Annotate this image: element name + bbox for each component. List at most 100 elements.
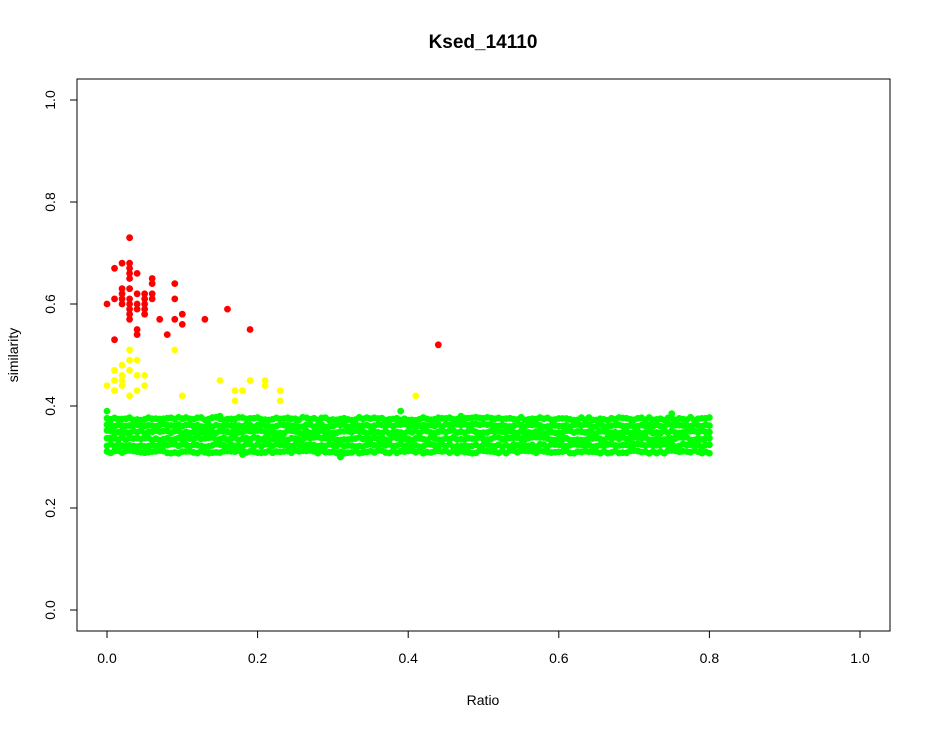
data-points xyxy=(103,234,713,461)
data-point-green xyxy=(706,414,713,421)
x-tick-label: 0.0 xyxy=(97,650,117,666)
data-point-red xyxy=(126,315,133,323)
data-point-red xyxy=(126,234,133,242)
data-point-red xyxy=(148,275,156,282)
data-point-yellow xyxy=(111,387,118,395)
data-point-red xyxy=(118,290,126,298)
data-point-green xyxy=(706,428,713,436)
data-point-red xyxy=(126,264,133,272)
data-point-red xyxy=(118,259,126,267)
data-point-red xyxy=(178,310,186,318)
data-point-red xyxy=(133,305,141,313)
data-point-green xyxy=(706,441,713,449)
data-point-yellow xyxy=(118,372,126,379)
data-point-green xyxy=(706,422,713,430)
data-point-red xyxy=(126,305,133,313)
data-point-red xyxy=(103,300,111,308)
data-point-yellow xyxy=(178,392,186,400)
data-point-green xyxy=(239,451,246,458)
data-point-yellow xyxy=(111,377,118,384)
data-point-red xyxy=(126,295,133,303)
data-point-yellow xyxy=(118,361,126,369)
data-point-yellow xyxy=(216,377,224,384)
data-point-red xyxy=(201,315,209,323)
data-point-red xyxy=(126,285,133,293)
data-point-red xyxy=(133,270,141,277)
data-point-red xyxy=(133,300,141,308)
data-point-red xyxy=(126,259,133,267)
data-point-yellow xyxy=(133,372,141,379)
data-point-yellow xyxy=(126,346,133,354)
data-point-yellow xyxy=(126,366,133,374)
data-point-yellow xyxy=(261,377,269,384)
data-point-red xyxy=(163,331,171,338)
data-point-green xyxy=(706,449,713,457)
data-point-red xyxy=(224,305,231,313)
data-point-red xyxy=(141,305,149,313)
y-tick-label: 0.2 xyxy=(42,498,58,518)
data-point-red xyxy=(126,270,133,277)
data-point-red xyxy=(171,295,179,303)
data-point-yellow xyxy=(246,377,254,384)
data-point-green xyxy=(397,407,405,415)
data-point-red xyxy=(133,290,141,298)
data-point-red xyxy=(118,295,126,303)
data-point-yellow xyxy=(133,356,141,364)
x-axis-label: Ratio xyxy=(467,692,500,708)
x-tick-label: 0.8 xyxy=(700,650,720,666)
data-point-green xyxy=(706,434,713,442)
data-point-red xyxy=(148,290,156,298)
chart-title: Ksed_14110 xyxy=(429,32,538,53)
data-point-red xyxy=(141,300,149,308)
data-point-red xyxy=(126,300,133,308)
data-point-red xyxy=(111,295,118,303)
data-point-red xyxy=(118,285,126,293)
data-point-yellow xyxy=(103,382,111,389)
data-point-yellow xyxy=(118,377,126,384)
data-point-red xyxy=(126,275,133,282)
x-tick-label: 0.6 xyxy=(549,650,569,666)
data-point-red xyxy=(118,300,126,308)
x-tick-label: 0.2 xyxy=(248,650,268,666)
data-point-green xyxy=(103,407,111,415)
data-point-yellow xyxy=(261,382,269,389)
data-point-green xyxy=(216,412,224,420)
data-point-red xyxy=(171,315,179,323)
data-point-yellow xyxy=(239,387,246,395)
data-point-red xyxy=(141,295,149,303)
data-point-yellow xyxy=(276,397,284,405)
y-tick-label: 0.4 xyxy=(42,396,58,416)
plot-frame xyxy=(76,78,891,632)
data-point-red xyxy=(246,326,254,333)
x-axis: 0.0 0.2 0.4 0.6 0.8 1.0 xyxy=(97,630,870,666)
data-point-red xyxy=(141,290,149,298)
data-point-red xyxy=(434,341,442,349)
y-tick-label: 1.0 xyxy=(42,90,58,110)
data-point-red xyxy=(178,321,186,328)
data-point-green xyxy=(337,453,344,461)
data-point-red xyxy=(148,280,156,287)
data-point-red xyxy=(126,310,133,318)
data-point-red xyxy=(148,295,156,303)
data-point-yellow xyxy=(141,372,149,379)
data-point-yellow xyxy=(412,392,420,400)
data-point-yellow xyxy=(133,387,141,395)
data-point-yellow xyxy=(231,387,239,395)
data-point-yellow xyxy=(231,397,239,405)
data-point-yellow xyxy=(111,366,118,374)
y-axis-label: similarity xyxy=(5,328,21,382)
data-point-red xyxy=(133,326,141,333)
data-point-yellow xyxy=(171,346,179,354)
x-tick-label: 1.0 xyxy=(850,650,870,666)
data-point-yellow xyxy=(126,392,133,400)
y-tick-label: 0.6 xyxy=(42,294,58,314)
data-point-green xyxy=(668,410,676,418)
x-tick-label: 0.4 xyxy=(398,650,418,666)
data-point-red xyxy=(171,280,179,287)
data-point-yellow xyxy=(126,356,133,364)
data-point-red xyxy=(141,310,149,318)
data-point-red xyxy=(111,264,118,272)
y-axis: 0.0 0.2 0.4 0.6 0.8 1.0 xyxy=(42,90,78,620)
data-point-yellow xyxy=(276,387,284,395)
